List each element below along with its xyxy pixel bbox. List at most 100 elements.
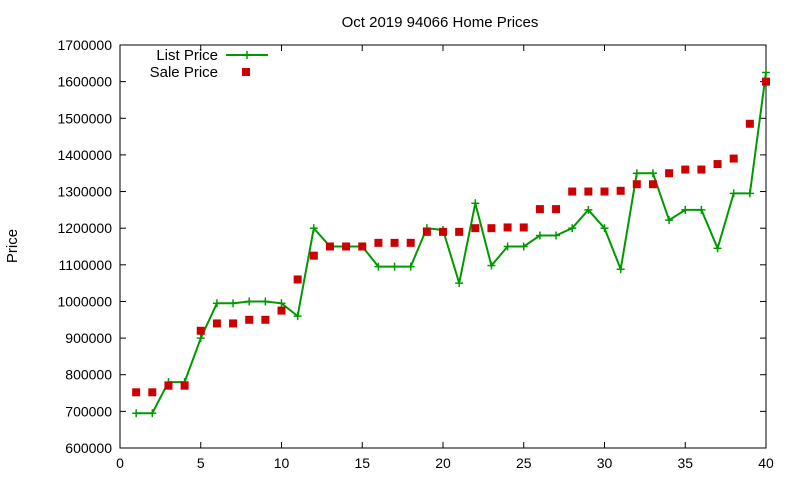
y-tick-label: 1000000 — [57, 293, 112, 309]
y-tick-label: 1400000 — [57, 147, 112, 163]
list-price-point — [681, 205, 690, 214]
legend-label: List Price — [156, 47, 218, 64]
list-price-point — [519, 242, 528, 251]
list-price-point — [390, 262, 399, 271]
sale-price-point — [422, 227, 431, 236]
sale-price-point — [600, 187, 609, 196]
list-price-point — [277, 299, 286, 308]
y-tick-label: 1600000 — [57, 74, 112, 90]
y-tick-label: 1300000 — [57, 184, 112, 200]
sale-price-point — [665, 169, 674, 178]
list-price-point — [148, 409, 157, 418]
axes: 600000 700000 800000 900000 1000000 1100000 12… — [57, 37, 774, 471]
list-price-point — [196, 334, 205, 343]
list-price-point — [455, 279, 464, 288]
list-price-point — [552, 231, 561, 240]
list-price-line — [136, 72, 767, 415]
sale-price-point — [406, 238, 415, 247]
sale-price-point — [374, 238, 383, 247]
legend-plus-marker — [243, 51, 251, 59]
list-price-point — [229, 299, 238, 308]
list-price-point — [616, 265, 625, 274]
x-tick-label: 10 — [274, 455, 290, 471]
x-tick-label: 0 — [116, 455, 124, 471]
sale-price-point — [309, 251, 318, 260]
plot-frame — [119, 44, 767, 449]
y-tick-label: 1700000 — [57, 37, 112, 53]
sale-price-point — [277, 306, 286, 315]
sale-price-point — [648, 180, 657, 189]
sale-price-point — [390, 238, 399, 247]
sale-price-point — [552, 205, 561, 214]
list-price-point — [568, 224, 577, 233]
list-price-point — [762, 68, 770, 77]
y-tick-label: 800000 — [65, 367, 112, 383]
sale-price-point — [325, 242, 334, 251]
sale-price-point — [342, 242, 351, 251]
sale-price-point — [229, 319, 238, 328]
sale-price-point — [261, 315, 270, 324]
sale-price-point — [439, 227, 447, 236]
sale-price-point — [745, 119, 754, 128]
list-price-point — [309, 224, 318, 233]
list-price-point — [212, 299, 221, 308]
list-price-point — [374, 262, 383, 271]
series-layer — [132, 68, 770, 418]
sale-price-point — [148, 388, 157, 397]
sale-price-point — [681, 165, 690, 174]
x-tick-label: 25 — [516, 455, 532, 471]
sale-price-point — [584, 187, 593, 196]
x-tick-label: 35 — [677, 455, 693, 471]
list-price-point — [293, 312, 302, 321]
list-price-point — [132, 409, 141, 418]
list-price-point — [745, 189, 754, 198]
list-price-point — [600, 224, 609, 233]
list-price-point — [471, 199, 480, 208]
sale-price-point — [212, 319, 221, 328]
sale-price-point — [519, 223, 528, 232]
x-tick-label: 5 — [197, 455, 205, 471]
x-tick-label: 15 — [354, 455, 370, 471]
sale-price-point — [616, 186, 625, 195]
x-tick-label: 40 — [758, 455, 774, 471]
sale-price-point — [293, 275, 302, 284]
y-tick-label: 600000 — [65, 440, 112, 456]
list-price-point — [503, 242, 512, 251]
sale-price-point — [503, 223, 512, 232]
y-tick-label: 1100000 — [59, 257, 113, 273]
list-price-point — [665, 216, 674, 225]
sale-price-point — [713, 160, 722, 169]
list-price-point — [261, 297, 270, 306]
x-tick-label: 20 — [435, 455, 451, 471]
list-price-point — [535, 231, 544, 240]
list-price-point — [245, 297, 254, 306]
sale-price-point — [164, 381, 173, 390]
y-tick-label: 1200000 — [57, 220, 112, 236]
sale-price-point — [762, 77, 770, 86]
y-tick-label: 900000 — [65, 330, 112, 346]
sale-price-point — [245, 315, 254, 324]
sale-price-point — [196, 326, 205, 335]
y-tick-label: 700000 — [65, 403, 112, 419]
legend-label: Sale Price — [150, 64, 218, 81]
y-axis-label: Price — [4, 229, 21, 263]
list-price-point — [697, 205, 706, 214]
list-price-point — [729, 189, 738, 198]
list-price-point — [632, 169, 641, 178]
list-price-point — [648, 169, 657, 178]
sale-price-point — [697, 165, 706, 174]
x-tick-label: 30 — [597, 455, 613, 471]
list-price-point — [584, 205, 593, 214]
legend-square-marker — [242, 68, 250, 76]
sale-price-point — [455, 227, 464, 236]
sale-price-point — [358, 242, 367, 251]
sale-price-point — [132, 388, 141, 397]
list-price-point — [487, 261, 496, 270]
sale-price-point — [180, 381, 189, 390]
chart-title: Oct 2019 94066 Home Prices — [342, 14, 539, 31]
y-tick-label: 1500000 — [57, 110, 112, 126]
sale-price-point — [487, 224, 496, 233]
sale-price-point — [729, 154, 738, 163]
